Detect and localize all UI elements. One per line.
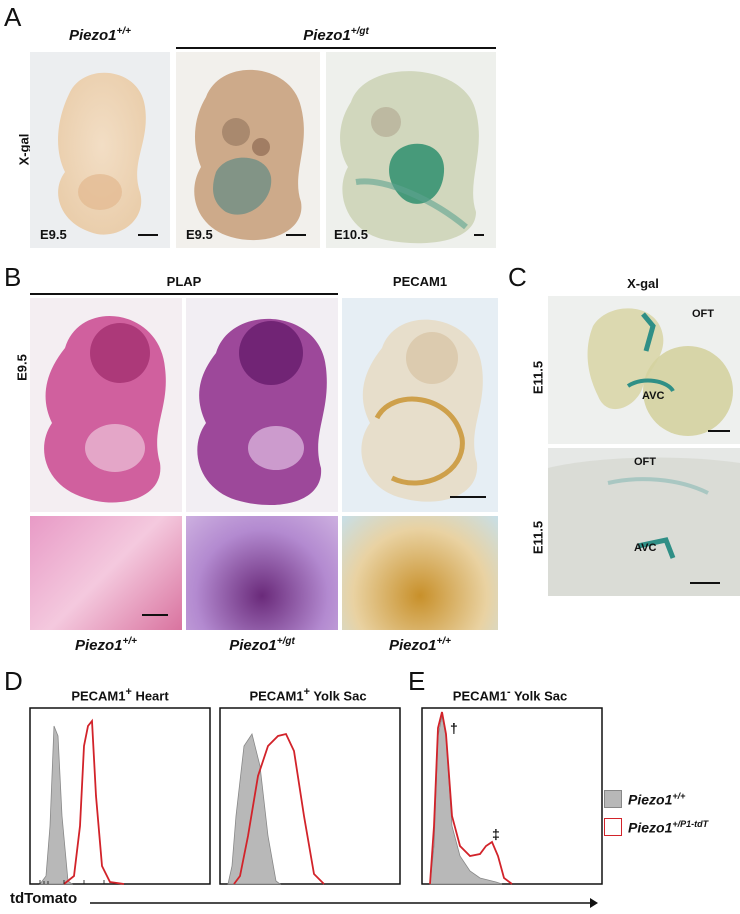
panel-d-letter: D (4, 666, 23, 696)
closeup-plap-wt (30, 516, 182, 630)
scale-bar (286, 234, 306, 236)
avc-label: AVC (634, 542, 657, 554)
panel-b-plap-rule (30, 293, 338, 295)
panel-a-gt-genotype: Piezo1+/gt (303, 26, 369, 44)
avc-label: AVC (642, 390, 665, 402)
panel-c-header: X-gal (627, 276, 659, 291)
panel-a-gt-rule (176, 47, 496, 49)
stage-label: E10.5 (334, 227, 368, 242)
panel-a-letter: A (4, 2, 22, 32)
histogram-negative-yolk-sac (421, 707, 603, 885)
legend-item-wt: Piezo1+/+ (604, 790, 740, 808)
closeup-plap-gt (186, 516, 338, 630)
embryo-plap-gt (186, 298, 338, 512)
panel-a-wt-genotype: Piezo1+/+ (69, 26, 131, 44)
panel-b-stage-label: E9.5 (14, 354, 30, 381)
embryo-image-gt-e10-5: E10.5 (326, 52, 496, 248)
panel-b-plap-header: PLAP (166, 274, 202, 289)
scale-bar (142, 614, 168, 616)
panel-e-letter: E (408, 666, 426, 696)
legend-item-tdt: Piezo1+/P1-tdT (604, 818, 740, 836)
embryo-pecam-wt (342, 298, 498, 512)
x-axis-arrow (90, 898, 598, 908)
stage-label: E9.5 (186, 227, 213, 242)
histogram-heart (29, 707, 211, 885)
oft-label: OFT (634, 456, 656, 468)
panel-b-genotype-2: Piezo1+/gt (229, 636, 295, 654)
legend-swatch-red (604, 818, 622, 836)
panel-b-letter: B (4, 262, 22, 292)
panel-c-stage-top: E11.5 (530, 360, 546, 395)
embryo-image-wt-e9-5: E9.5 (30, 52, 170, 248)
scale-bar (138, 234, 158, 236)
dagger-mark: † (450, 720, 458, 736)
embryo-image-gt-e9-5: E9.5 (176, 52, 320, 248)
panel-b-pecam-header: PECAM1 (392, 274, 448, 289)
oft-label: OFT (692, 308, 714, 320)
scale-bar (474, 234, 484, 236)
closeup-pecam-wt (342, 516, 498, 630)
legend-swatch-gray (604, 790, 622, 808)
histogram-title-negative-yolk-sac: PECAM1- Yolk Sac (452, 686, 568, 704)
double-dagger-mark: ‡ (492, 826, 500, 842)
scale-bar (690, 582, 720, 584)
histogram-title-yolk-sac: PECAM1+ Yolk Sac (249, 686, 367, 704)
histogram-title-heart: PECAM1+ Heart (71, 686, 169, 704)
panel-c-letter: C (508, 262, 527, 292)
stage-label: E9.5 (40, 227, 67, 242)
scale-bar (708, 430, 730, 432)
embryo-plap-wt (30, 298, 182, 512)
panel-b-genotype-3: Piezo1+/+ (389, 636, 451, 654)
panel-b-genotype-1: Piezo1+/+ (75, 636, 137, 654)
histogram-yolk-sac-positive (219, 707, 401, 885)
legend-label-wt: Piezo1+/+ (628, 790, 686, 808)
heart-xgal-whole: OFT AVC (548, 296, 740, 444)
panel-c-stage-bottom: E11.5 (530, 520, 546, 555)
legend-label-tdt: Piezo1+/P1-tdT (628, 818, 709, 836)
scale-bar (450, 496, 486, 498)
legend: Piezo1+/+ Piezo1+/P1-tdT (604, 790, 740, 836)
heart-xgal-section: OFT AVC (548, 448, 740, 596)
x-axis-label: tdTomato (10, 890, 78, 907)
